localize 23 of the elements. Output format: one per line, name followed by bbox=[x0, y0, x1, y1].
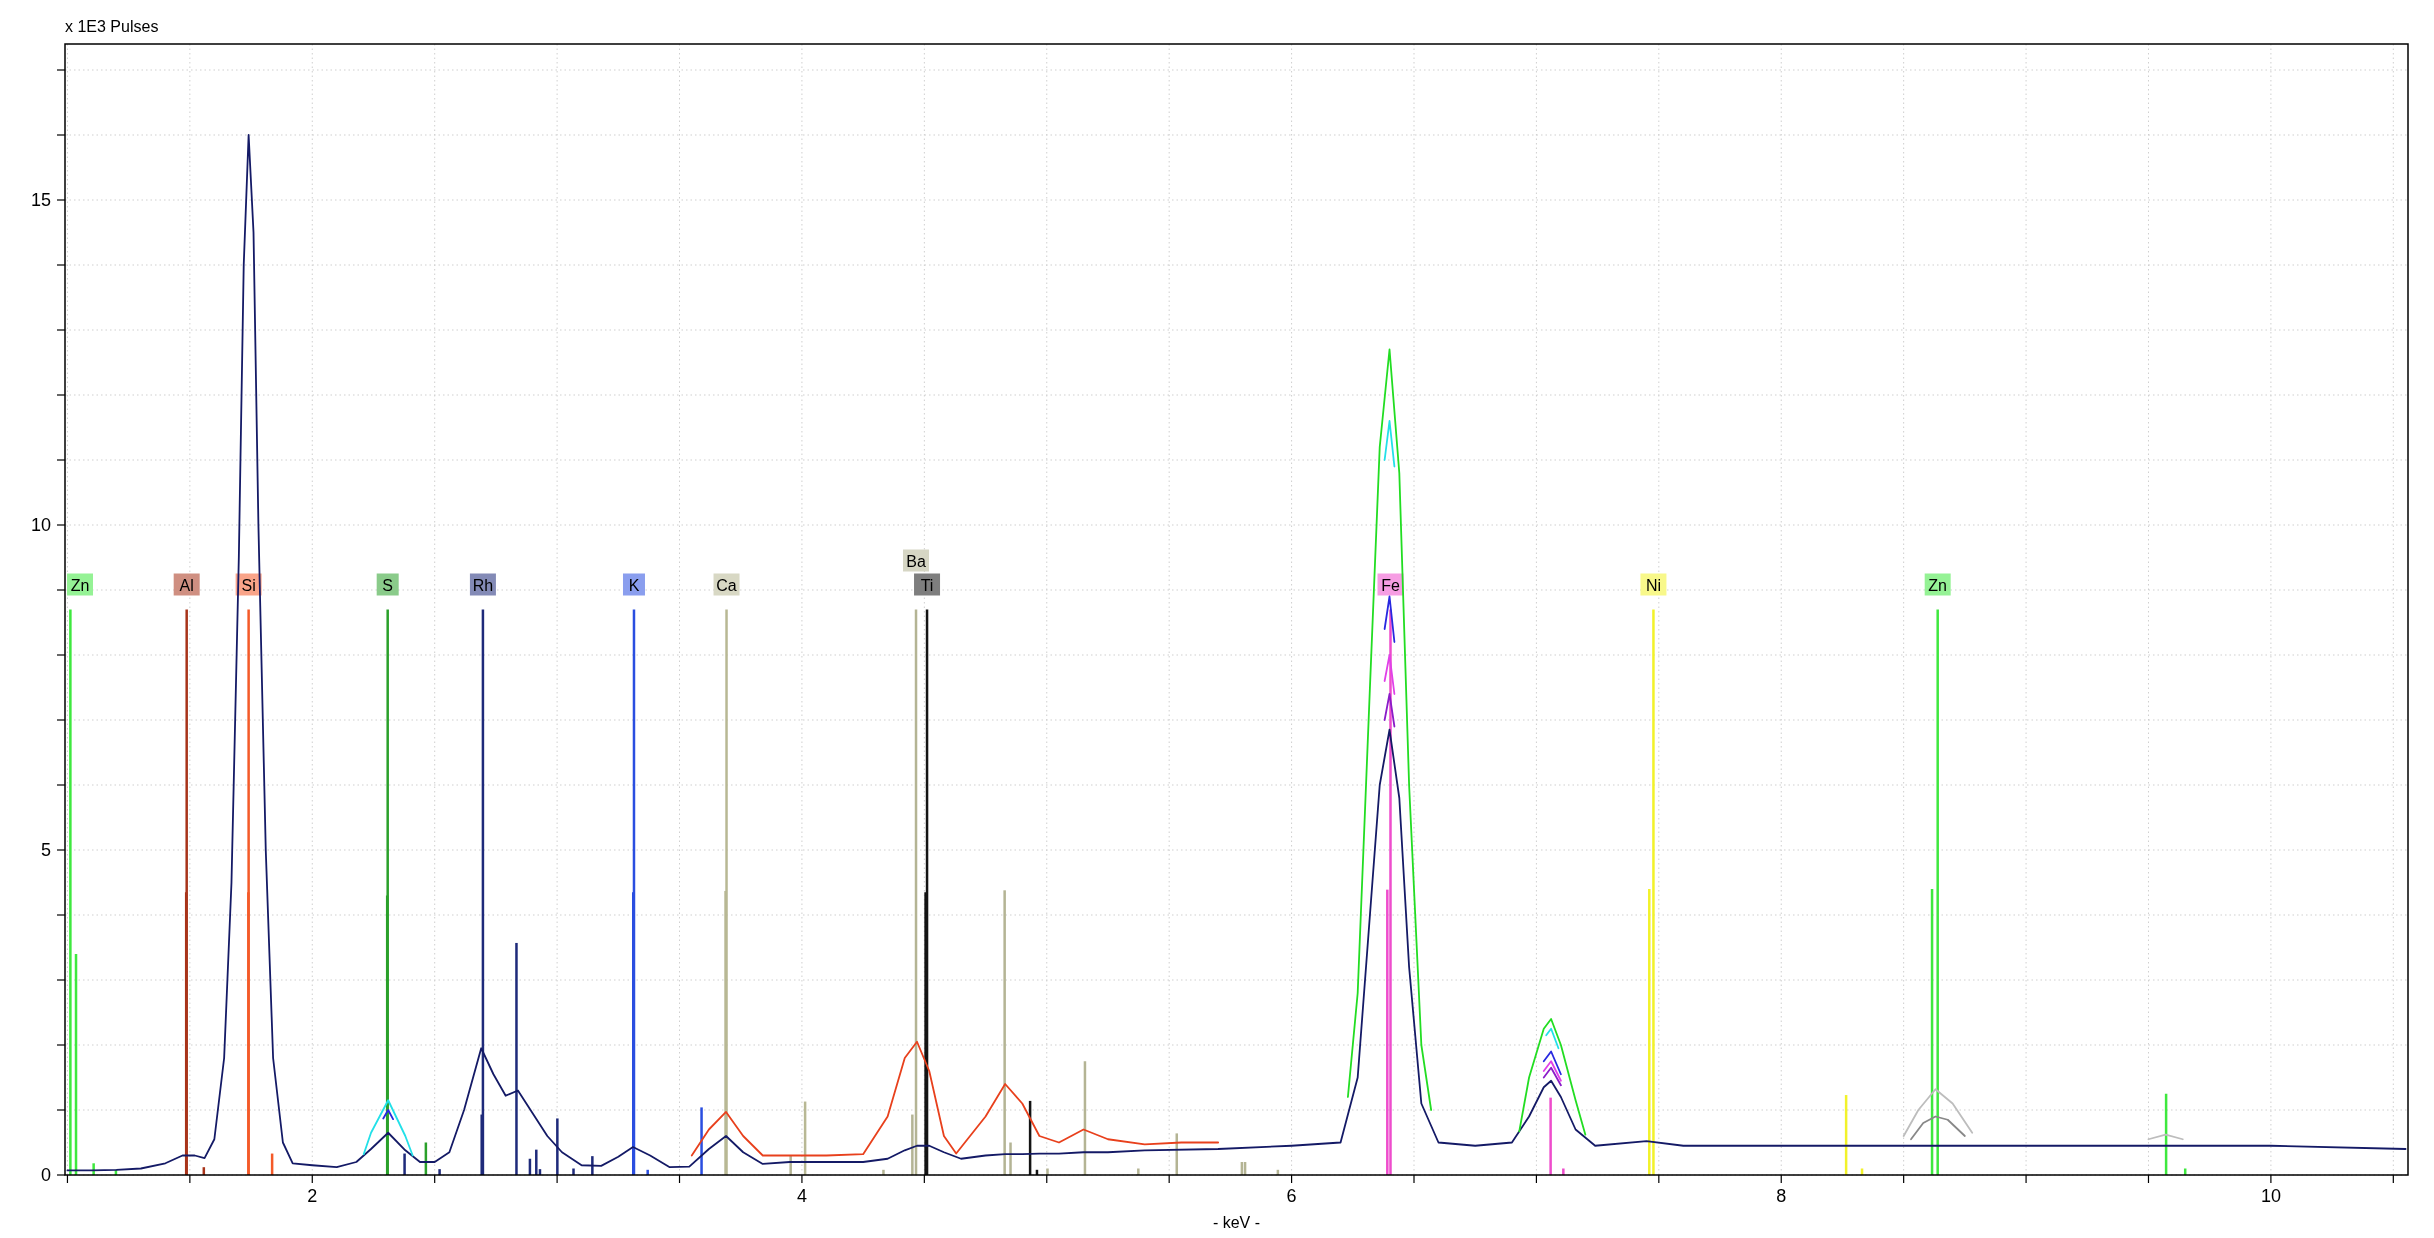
y-tick-label: 15 bbox=[30, 190, 51, 210]
series-label: S bbox=[382, 576, 394, 593]
series-label: Zn bbox=[70, 576, 90, 593]
x-tick-label: 6 bbox=[1286, 1186, 1297, 1206]
y-tick-label: 0 bbox=[40, 1165, 51, 1185]
series-label: Si bbox=[241, 576, 256, 593]
series-label: Zn bbox=[1928, 576, 1948, 593]
x-tick-label: 8 bbox=[1776, 1186, 1787, 1206]
series-label: Ca bbox=[716, 576, 737, 593]
x-axis-title: - keV - bbox=[1212, 1214, 1261, 1231]
x-tick-label: 10 bbox=[2260, 1186, 2281, 1206]
series-label: Al bbox=[179, 576, 194, 593]
series-label: Ni bbox=[1645, 576, 1661, 593]
series-label: Ti bbox=[920, 576, 934, 593]
x-tick-label: 4 bbox=[796, 1186, 807, 1206]
series-label: Rh bbox=[472, 576, 494, 593]
series-label: K bbox=[628, 576, 640, 593]
text: Ba bbox=[906, 552, 926, 569]
y-axis-title: x 1E3 Pulses bbox=[65, 18, 159, 35]
y-tick-label: 5 bbox=[40, 840, 51, 860]
series-label: Fe bbox=[1381, 576, 1400, 593]
y-tick-label: 10 bbox=[30, 515, 51, 535]
x-tick-label: 2 bbox=[307, 1186, 318, 1206]
